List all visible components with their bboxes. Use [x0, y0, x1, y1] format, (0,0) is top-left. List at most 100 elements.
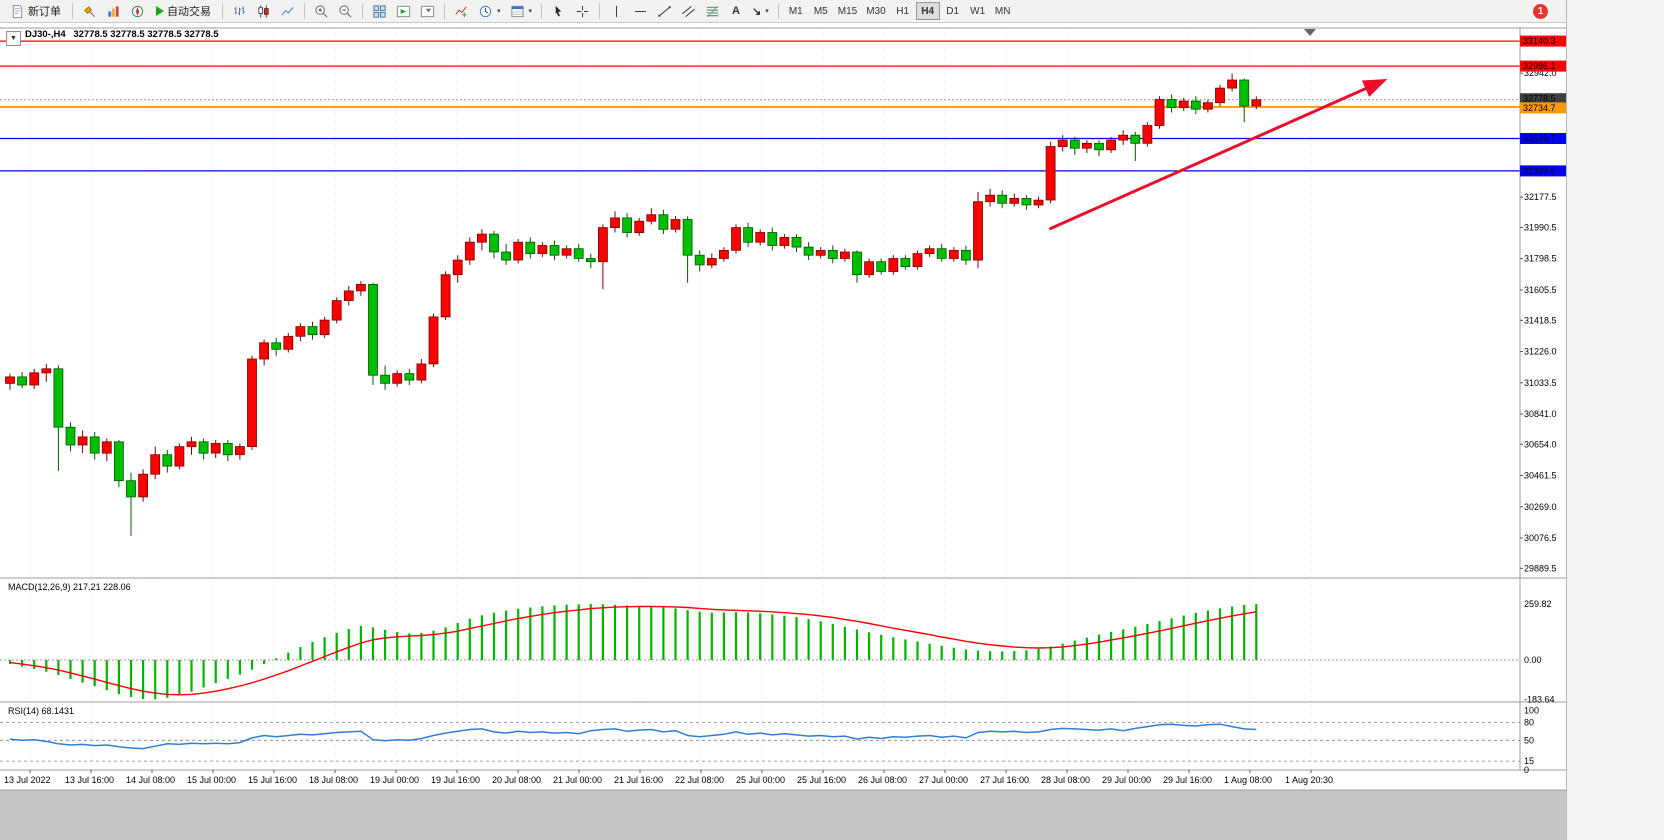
toolbar-separator [541, 3, 543, 19]
crosshair-icon [576, 5, 589, 17]
timeframe-m1-button[interactable]: M1 [784, 2, 808, 20]
new-order-icon [12, 4, 23, 18]
timeframe-m5-button[interactable]: M5 [809, 2, 833, 20]
timeframe-d1-button[interactable]: D1 [941, 2, 965, 20]
svg-text:31033.5: 31033.5 [1524, 378, 1557, 388]
market-watch-button[interactable] [102, 1, 125, 21]
trendline-button[interactable] [653, 1, 676, 21]
svg-text:29 Jul 00:00: 29 Jul 00:00 [1102, 775, 1151, 785]
auto-trading-label: 自动交易 [167, 6, 211, 18]
svg-text:15 Jul 00:00: 15 Jul 00:00 [187, 775, 236, 785]
macd-name: MACD(12,26,9) [8, 582, 71, 592]
svg-text:30654.0: 30654.0 [1524, 439, 1557, 449]
cursor-button[interactable] [547, 1, 570, 21]
new-order-button[interactable]: 新订单 [4, 1, 67, 21]
svg-text:32539.7: 32539.7 [1523, 134, 1556, 144]
timeframe-m15-button[interactable]: M15 [834, 2, 861, 20]
timeframe-h4-button[interactable]: H4 [915, 2, 940, 20]
one-click-trading-toggle[interactable]: ▼ [6, 31, 21, 46]
svg-text:50: 50 [1524, 735, 1534, 745]
svg-text:31418.5: 31418.5 [1524, 315, 1557, 325]
trend-arrow[interactable] [1049, 78, 1388, 230]
window-right-margin [1566, 0, 1664, 840]
bar-chart-button[interactable] [228, 1, 251, 21]
toolbar-separator [777, 3, 779, 19]
metaeditor-icon [84, 5, 95, 17]
price-axis[interactable]: 32942.0 32177.5 31990.5 31798.5 31605.5 31418… [1520, 68, 1557, 573]
svg-text:259.82: 259.82 [1524, 599, 1552, 609]
chart-shift-marker[interactable] [1304, 29, 1316, 36]
window-bottom-area [0, 790, 1664, 840]
zoom-in-button[interactable] [310, 1, 333, 21]
fibonacci-button[interactable] [701, 1, 724, 21]
metaeditor-button[interactable] [78, 1, 101, 21]
svg-text:13 Jul 16:00: 13 Jul 16:00 [65, 775, 114, 785]
periods-button[interactable]: ▾ [474, 1, 505, 21]
bar-chart-icon [234, 5, 245, 15]
line-chart-button[interactable] [276, 1, 299, 21]
svg-text:25 Jul 00:00: 25 Jul 00:00 [736, 775, 785, 785]
toolbar-separator [599, 3, 601, 19]
arrows-tool-button[interactable]: ↘ ▾ [748, 1, 773, 21]
crosshair-button[interactable] [571, 1, 594, 21]
vertical-line-button[interactable] [605, 1, 628, 21]
horizontal-line-icon [634, 10, 647, 12]
toolbar-separator [222, 3, 223, 19]
svg-text:-183.64: -183.64 [1524, 695, 1555, 705]
zoom-out-button[interactable] [334, 1, 357, 21]
time-axis[interactable]: 13 Jul 2022 13 Jul 16:00 14 Jul 08:00 15 Ju… [4, 770, 1333, 785]
periods-clock-icon [479, 5, 492, 17]
svg-text:32778.5: 32778.5 [1523, 94, 1556, 104]
svg-text:31605.5: 31605.5 [1524, 285, 1557, 295]
svg-text:19 Jul 00:00: 19 Jul 00:00 [370, 775, 419, 785]
text-tool-button[interactable]: A [725, 1, 747, 21]
horizontal-line-button[interactable] [629, 1, 652, 21]
templates-button[interactable]: ▾ [506, 1, 537, 21]
auto-scroll-button[interactable] [392, 1, 415, 21]
svg-text:33140.3: 33140.3 [1523, 36, 1556, 46]
svg-text:15: 15 [1524, 756, 1534, 766]
tile-windows-button[interactable] [368, 1, 391, 21]
auto-trading-play-icon [156, 6, 164, 16]
svg-text:100: 100 [1524, 706, 1539, 716]
toolbar-separator [362, 3, 363, 19]
indicators-button[interactable] [450, 1, 473, 21]
horizontal-level-lines[interactable] [0, 40, 1520, 172]
svg-text:29889.5: 29889.5 [1524, 563, 1557, 573]
equidistant-channel-button[interactable] [677, 1, 700, 21]
toolbar-separator [72, 3, 73, 19]
zoom-out-icon [339, 4, 352, 17]
macd-histogram [8, 604, 1258, 700]
svg-text:29 Jul 16:00: 29 Jul 16:00 [1163, 775, 1212, 785]
candlestick-chart-button[interactable] [252, 1, 275, 21]
timeframe-w1-button[interactable]: W1 [966, 2, 990, 20]
rsi-indicator-label: RSI(14) 68.1431 [8, 706, 74, 716]
chart-shift-button[interactable] [416, 1, 439, 21]
auto-trading-button[interactable]: 自动交易 [150, 1, 217, 21]
fibonacci-icon [706, 5, 719, 17]
svg-text:27 Jul 00:00: 27 Jul 00:00 [919, 775, 968, 785]
arrows-tool-icon: ↘ [752, 5, 762, 18]
timeframe-h1-button[interactable]: H1 [891, 2, 915, 20]
dropdown-arrow-icon: ▾ [765, 8, 769, 15]
svg-text:21 Jul 00:00: 21 Jul 00:00 [553, 775, 602, 785]
svg-text:30076.5: 30076.5 [1524, 533, 1557, 543]
line-chart-icon [281, 6, 294, 16]
navigator-icon [131, 5, 144, 17]
notification-badge[interactable]: 1 [1533, 3, 1548, 19]
chart-background [0, 23, 1566, 790]
rsi-value: 68.1431 [41, 706, 75, 716]
macd-signal-line [9, 605, 1257, 696]
timeframe-m30-button[interactable]: M30 [862, 2, 889, 20]
navigator-button[interactable] [126, 1, 149, 21]
timeframe-mn-button[interactable]: MN [991, 2, 1015, 20]
dropdown-arrow-icon: ▾ [528, 8, 533, 15]
macd-axis[interactable]: 259.82 0.00 -183.64 [1524, 599, 1555, 704]
svg-text:31226.0: 31226.0 [1524, 347, 1557, 357]
svg-text:15 Jul 16:00: 15 Jul 16:00 [248, 775, 297, 785]
rsi-name: RSI(14) [8, 706, 40, 716]
svg-text:32339.6: 32339.6 [1523, 166, 1556, 176]
